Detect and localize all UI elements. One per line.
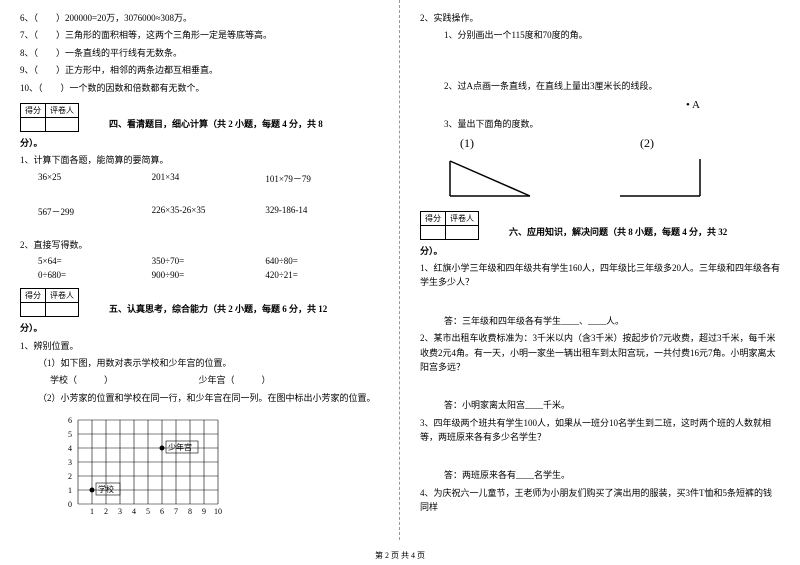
- c2a: 567－299: [38, 205, 152, 218]
- angle-lbl2: (2): [640, 136, 780, 151]
- svg-text:3: 3: [118, 507, 122, 516]
- svg-text:少年宫: 少年宫: [168, 442, 192, 452]
- s5q1a2: 学校（ ） 少年宫（ ）: [50, 373, 379, 387]
- d1c: 640÷80=: [265, 256, 379, 266]
- c1a: 36×25: [38, 172, 152, 185]
- svg-text:8: 8: [188, 507, 192, 516]
- svg-text:9: 9: [202, 507, 206, 516]
- svg-text:2: 2: [104, 507, 108, 516]
- c2b: 226×35-26×35: [152, 205, 266, 218]
- s4q1: 1、计算下面各题，能简算的要简算。: [20, 153, 379, 167]
- section4-title: 四、看清题目，细心计算（共 2 小题，每题 4 分，共 8: [109, 117, 323, 132]
- svg-text:6: 6: [160, 507, 164, 516]
- angle-lbl1: (1): [460, 136, 600, 151]
- r-a2: 答：小明家离太阳宫____千米。: [444, 398, 780, 412]
- svg-text:1: 1: [68, 486, 72, 495]
- page-footer: 第 2 页 共 4 页: [0, 550, 800, 561]
- svg-text:5: 5: [68, 430, 72, 439]
- d-row1: 5×64= 350÷70= 640÷80=: [38, 256, 379, 266]
- svg-text:0: 0: [68, 500, 72, 509]
- s5q1b: （2）小芳家的位置和学校在同一行，和少年宫在同一列。在图中标出小芳家的位置。: [38, 391, 379, 405]
- score5-h2: 评卷人: [46, 289, 79, 303]
- svg-text:4: 4: [68, 444, 72, 453]
- r-q3: 3、四年级两个班共有学生100人，如果从一班分10名学生到二班，这时两个班的人数…: [420, 416, 780, 445]
- q7: 7、（ ）三角形的面积相等，这两个三角形一定是等底等高。: [20, 28, 379, 42]
- section5-fen: 分）。: [20, 321, 379, 335]
- point-a: • A: [420, 99, 780, 111]
- score-table-4: 得分评卷人: [20, 103, 79, 132]
- c2c: 329-186-14: [265, 205, 379, 218]
- q9: 9、（ ）正方形中，相邻的两条边都互相垂直。: [20, 63, 379, 77]
- s5q2b: 2、过A点画一条直线，在直线上量出3厘米长的线段。: [444, 79, 780, 93]
- svg-text:1: 1: [90, 507, 94, 516]
- d1b: 350÷70=: [152, 256, 266, 266]
- angle2: [600, 151, 720, 201]
- angle1: [420, 151, 540, 201]
- r-a3: 答：两班原来各有____名学生。: [444, 468, 780, 482]
- section5-header: 得分评卷人 五、认真思考，综合能力（共 2 小题，每题 6 分，共 12: [20, 288, 379, 317]
- svg-text:10: 10: [214, 507, 222, 516]
- d1a: 5×64=: [38, 256, 152, 266]
- section5-title: 五、认真思考，综合能力（共 2 小题，每题 6 分，共 12: [109, 302, 327, 317]
- d2b: 900÷90=: [152, 270, 266, 280]
- q6: 6、（ ）200000=20万，3076000≈308万。: [20, 11, 379, 25]
- score-h1: 得分: [21, 103, 46, 117]
- section6-title: 六、应用知识，解决问题（共 8 小题，每题 4 分，共 32: [509, 225, 727, 240]
- r-a1: 答：三年级和四年级各有学生____、____人。: [444, 314, 780, 328]
- svg-text:7: 7: [174, 507, 178, 516]
- score-h2: 评卷人: [46, 103, 79, 117]
- q10: 10、（ ）一个数的因数和倍数都有无数个。: [20, 81, 379, 95]
- r-q4: 4、为庆祝六一儿童节，王老师为小朋友们购买了演出用的服装，买3件T恤和5条短裤的…: [420, 486, 780, 515]
- section4-fen: 分）。: [20, 136, 379, 150]
- s5q1: 1、辨别位置。: [20, 339, 379, 353]
- svg-text:学校: 学校: [98, 484, 114, 494]
- c1b: 201×34: [152, 172, 266, 185]
- s5q1a: （1）如下图，用数对表示学校和少年宫的位置。: [38, 356, 379, 370]
- s5q2a: 1、分别画出一个115度和70度的角。: [444, 28, 780, 42]
- d-row2: 0÷680= 900÷90= 420÷21=: [38, 270, 379, 280]
- svg-text:5: 5: [146, 507, 150, 516]
- d2c: 420÷21=: [265, 270, 379, 280]
- r-q1: 1、红旗小学三年级和四年级共有学生160人，四年级比三年级多20人。三年级和四年…: [420, 261, 780, 290]
- section4-header: 得分评卷人 四、看清题目，细心计算（共 2 小题，每题 4 分，共 8: [20, 103, 379, 132]
- score-table-6: 得分评卷人: [420, 211, 479, 240]
- svg-text:4: 4: [132, 507, 136, 516]
- r-q2: 2、某市出租车收费标准为：3千米以内（含3千米）按起步价7元收费，超过3千米，每…: [420, 331, 780, 374]
- c1c: 101×79－79: [265, 172, 379, 185]
- score6-h1: 得分: [421, 211, 446, 225]
- s5q2c: 3、量出下面角的度数。: [444, 117, 780, 131]
- calc-row1: 36×25 201×34 101×79－79: [38, 172, 379, 185]
- s4q2: 2、直接写得数。: [20, 238, 379, 252]
- section6-fen: 分）。: [420, 244, 780, 258]
- score-table-5: 得分评卷人: [20, 288, 79, 317]
- section6-header: 得分评卷人 六、应用知识，解决问题（共 8 小题，每题 4 分，共 32: [420, 211, 780, 240]
- position-grid: 654321012345678910学校少年宫: [60, 414, 230, 524]
- s5q2: 2、实践操作。: [420, 11, 780, 25]
- score5-h1: 得分: [21, 289, 46, 303]
- d2a: 0÷680=: [38, 270, 152, 280]
- score6-h2: 评卷人: [446, 211, 479, 225]
- svg-text:6: 6: [68, 416, 72, 425]
- svg-text:2: 2: [68, 472, 72, 481]
- svg-text:3: 3: [68, 458, 72, 467]
- calc-row2: 567－299 226×35-26×35 329-186-14: [38, 205, 379, 218]
- q8: 8、（ ）一条直线的平行线有无数条。: [20, 46, 379, 60]
